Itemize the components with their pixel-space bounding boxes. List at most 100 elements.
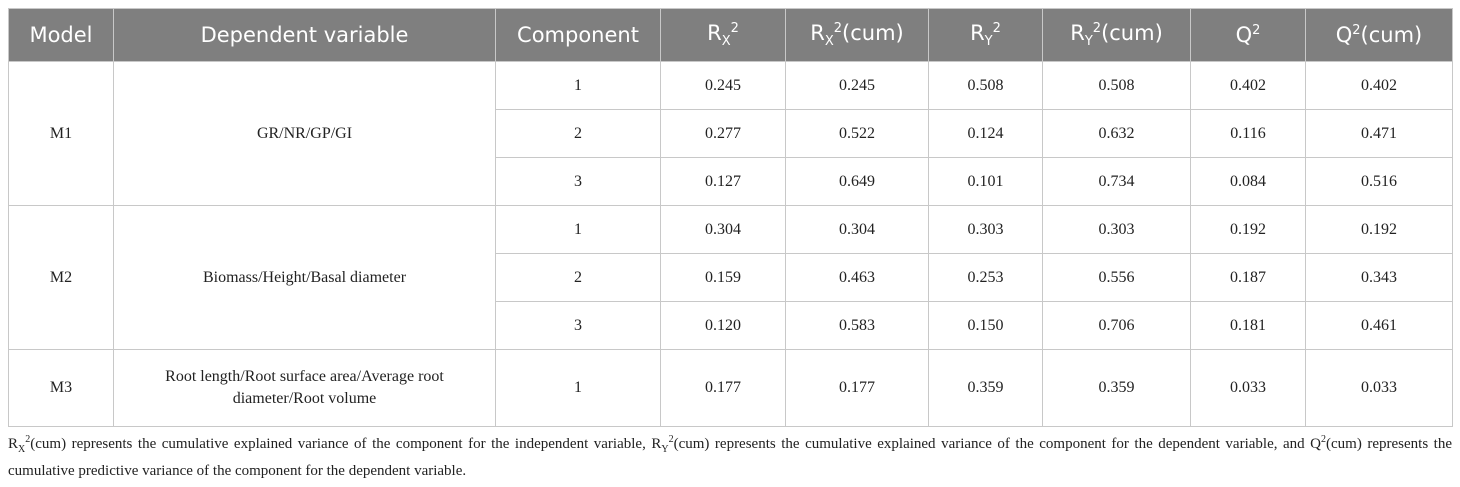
table-row: M1 GR/NR/GP/GI 1 0.245 0.245 0.508 0.508 0.402 0…: [8, 61, 1453, 206]
table-row: 3 0.127 0.649 0.101 0.734 0.084 0.516: [9, 157, 1453, 206]
value-cell: 3: [495, 301, 661, 350]
value-cell: 0.734: [1042, 157, 1191, 206]
column-header: Q2: [1190, 8, 1306, 62]
text-segment: 2: [668, 434, 674, 445]
value-cell: 0.101: [928, 157, 1043, 206]
text-segment: Y: [984, 34, 993, 50]
value-cell: 0.303: [928, 205, 1043, 254]
dependent-cell: Root length/Root surface area/Average ro…: [113, 349, 496, 427]
value-cell: 0.181: [1190, 301, 1306, 350]
column-header: Component: [495, 8, 661, 62]
value-cell: 0.187: [1190, 253, 1306, 302]
table-head: Model Dependent variable Component RX2 RX2(c…: [8, 8, 1453, 62]
value-cell: 0.461: [1305, 301, 1453, 350]
dependent-cell: Biomass/Height/Basal diameter: [113, 205, 496, 350]
value-cell: 0.304: [660, 205, 786, 254]
column-header: RY2(cum): [1042, 8, 1191, 62]
text-segment: Y: [1084, 34, 1093, 50]
value-cell: 0.516: [1305, 157, 1453, 206]
column-header: RX2(cum): [785, 8, 929, 62]
table-body: M1 GR/NR/GP/GI 1 0.245 0.245 0.508 0.508 0.402 0…: [8, 61, 1453, 427]
value-cell: 0.124: [928, 109, 1043, 158]
text-segment: (cum): [842, 20, 904, 45]
text-segment: X: [18, 444, 26, 455]
model-cell: M1: [8, 61, 114, 206]
column-header: RX2: [660, 8, 786, 62]
value-cell: 0.402: [1305, 61, 1453, 110]
value-cell: 0.583: [785, 301, 929, 350]
text-segment: 2: [25, 434, 31, 445]
table-note: RX2(cum) represents the cumulative expla…: [8, 431, 1452, 485]
value-cell: 0.304: [785, 205, 929, 254]
text-segment: 2: [730, 20, 739, 36]
text-segment: X: [721, 34, 731, 50]
value-cell: 0.150: [928, 301, 1043, 350]
text-segment: (cum): [1101, 20, 1163, 45]
text-segment: R: [8, 436, 19, 452]
value-cell: 0.343: [1305, 253, 1453, 302]
value-cell: 0.159: [660, 253, 786, 302]
results-table: Model Dependent variable Component RX2 RX2(c…: [8, 8, 1453, 427]
header-row: Model Dependent variable Component RX2 RX2(c…: [8, 8, 1453, 62]
value-cell: 0.177: [660, 349, 786, 427]
value-cell: 0.253: [928, 253, 1043, 302]
value-cell: 2: [495, 109, 661, 158]
value-cell: 0.508: [1042, 61, 1191, 110]
value-cell: 1: [495, 61, 661, 110]
value-cell: 0.192: [1190, 205, 1306, 254]
text-segment: R: [810, 20, 825, 45]
text-segment: R: [707, 20, 722, 45]
text-segment: Model: [29, 23, 93, 47]
column-header: RY2: [928, 8, 1043, 62]
table-row: M2 Biomass/Height/Basal diameter 1 0.304 0.3…: [8, 205, 1453, 350]
text-segment: Component: [517, 23, 639, 47]
text-segment: (cum) represents the cumulative explaine…: [30, 436, 662, 452]
value-cell: 0.508: [928, 61, 1043, 110]
table-row: 2 0.277 0.522 0.124 0.632 0.116 0.471: [9, 109, 1453, 158]
text-segment: R: [1070, 20, 1085, 45]
value-cell: 0.245: [660, 61, 786, 110]
value-cell: 3: [495, 157, 661, 206]
value-cell: 0.359: [1042, 349, 1191, 427]
value-cell: 0.303: [1042, 205, 1191, 254]
value-cell: 0.632: [1042, 109, 1191, 158]
text-segment: 2: [1252, 23, 1261, 38]
table-row: 3 0.120 0.583 0.150 0.706 0.181 0.461: [9, 301, 1453, 350]
value-cell: 0.245: [785, 61, 929, 110]
value-cell: 0.402: [1190, 61, 1306, 110]
column-header: Model: [8, 8, 114, 62]
text-segment: Y: [661, 444, 669, 455]
table-row: M3 Root length/Root surface area/Average …: [8, 349, 1453, 427]
text-segment: Q: [1335, 23, 1353, 47]
value-cell: 0.127: [660, 157, 786, 206]
text-segment: (cum): [1360, 23, 1423, 47]
value-cell: 0.522: [785, 109, 929, 158]
table-row: 2 0.159 0.463 0.253 0.556 0.187 0.343: [9, 253, 1453, 302]
text-segment: 2: [1092, 20, 1102, 36]
value-cell: 0.359: [928, 349, 1043, 427]
text-segment: Dependent variable: [200, 23, 409, 47]
value-cell: 0.471: [1305, 109, 1453, 158]
value-cell: 1: [495, 205, 661, 254]
text-segment: (cum) represents the cumulative explaine…: [673, 436, 1322, 452]
value-cell: 0.649: [785, 157, 929, 206]
text-segment: 2: [1321, 434, 1327, 445]
model-cell: M3: [8, 349, 114, 427]
value-cell: 0.116: [1190, 109, 1306, 158]
text-segment: 2: [833, 20, 843, 36]
dependent-cell: GR/NR/GP/GI: [113, 61, 496, 206]
value-cell: 0.556: [1042, 253, 1191, 302]
value-cell: 0.033: [1190, 349, 1306, 427]
value-cell: 1: [495, 349, 661, 427]
value-cell: 0.177: [785, 349, 929, 427]
value-cell: 0.084: [1190, 157, 1306, 206]
value-cell: 0.120: [660, 301, 786, 350]
column-header: Dependent variable: [113, 8, 496, 62]
value-cell: 0.463: [785, 253, 929, 302]
text-segment: 2: [1352, 23, 1361, 38]
text-segment: (cum) represents the cumulative predicti…: [8, 436, 1452, 479]
text-segment: Q: [1235, 23, 1253, 47]
table-wrap: Model Dependent variable Component RX2 RX2(c…: [8, 8, 1453, 427]
text-segment: R: [970, 20, 985, 45]
